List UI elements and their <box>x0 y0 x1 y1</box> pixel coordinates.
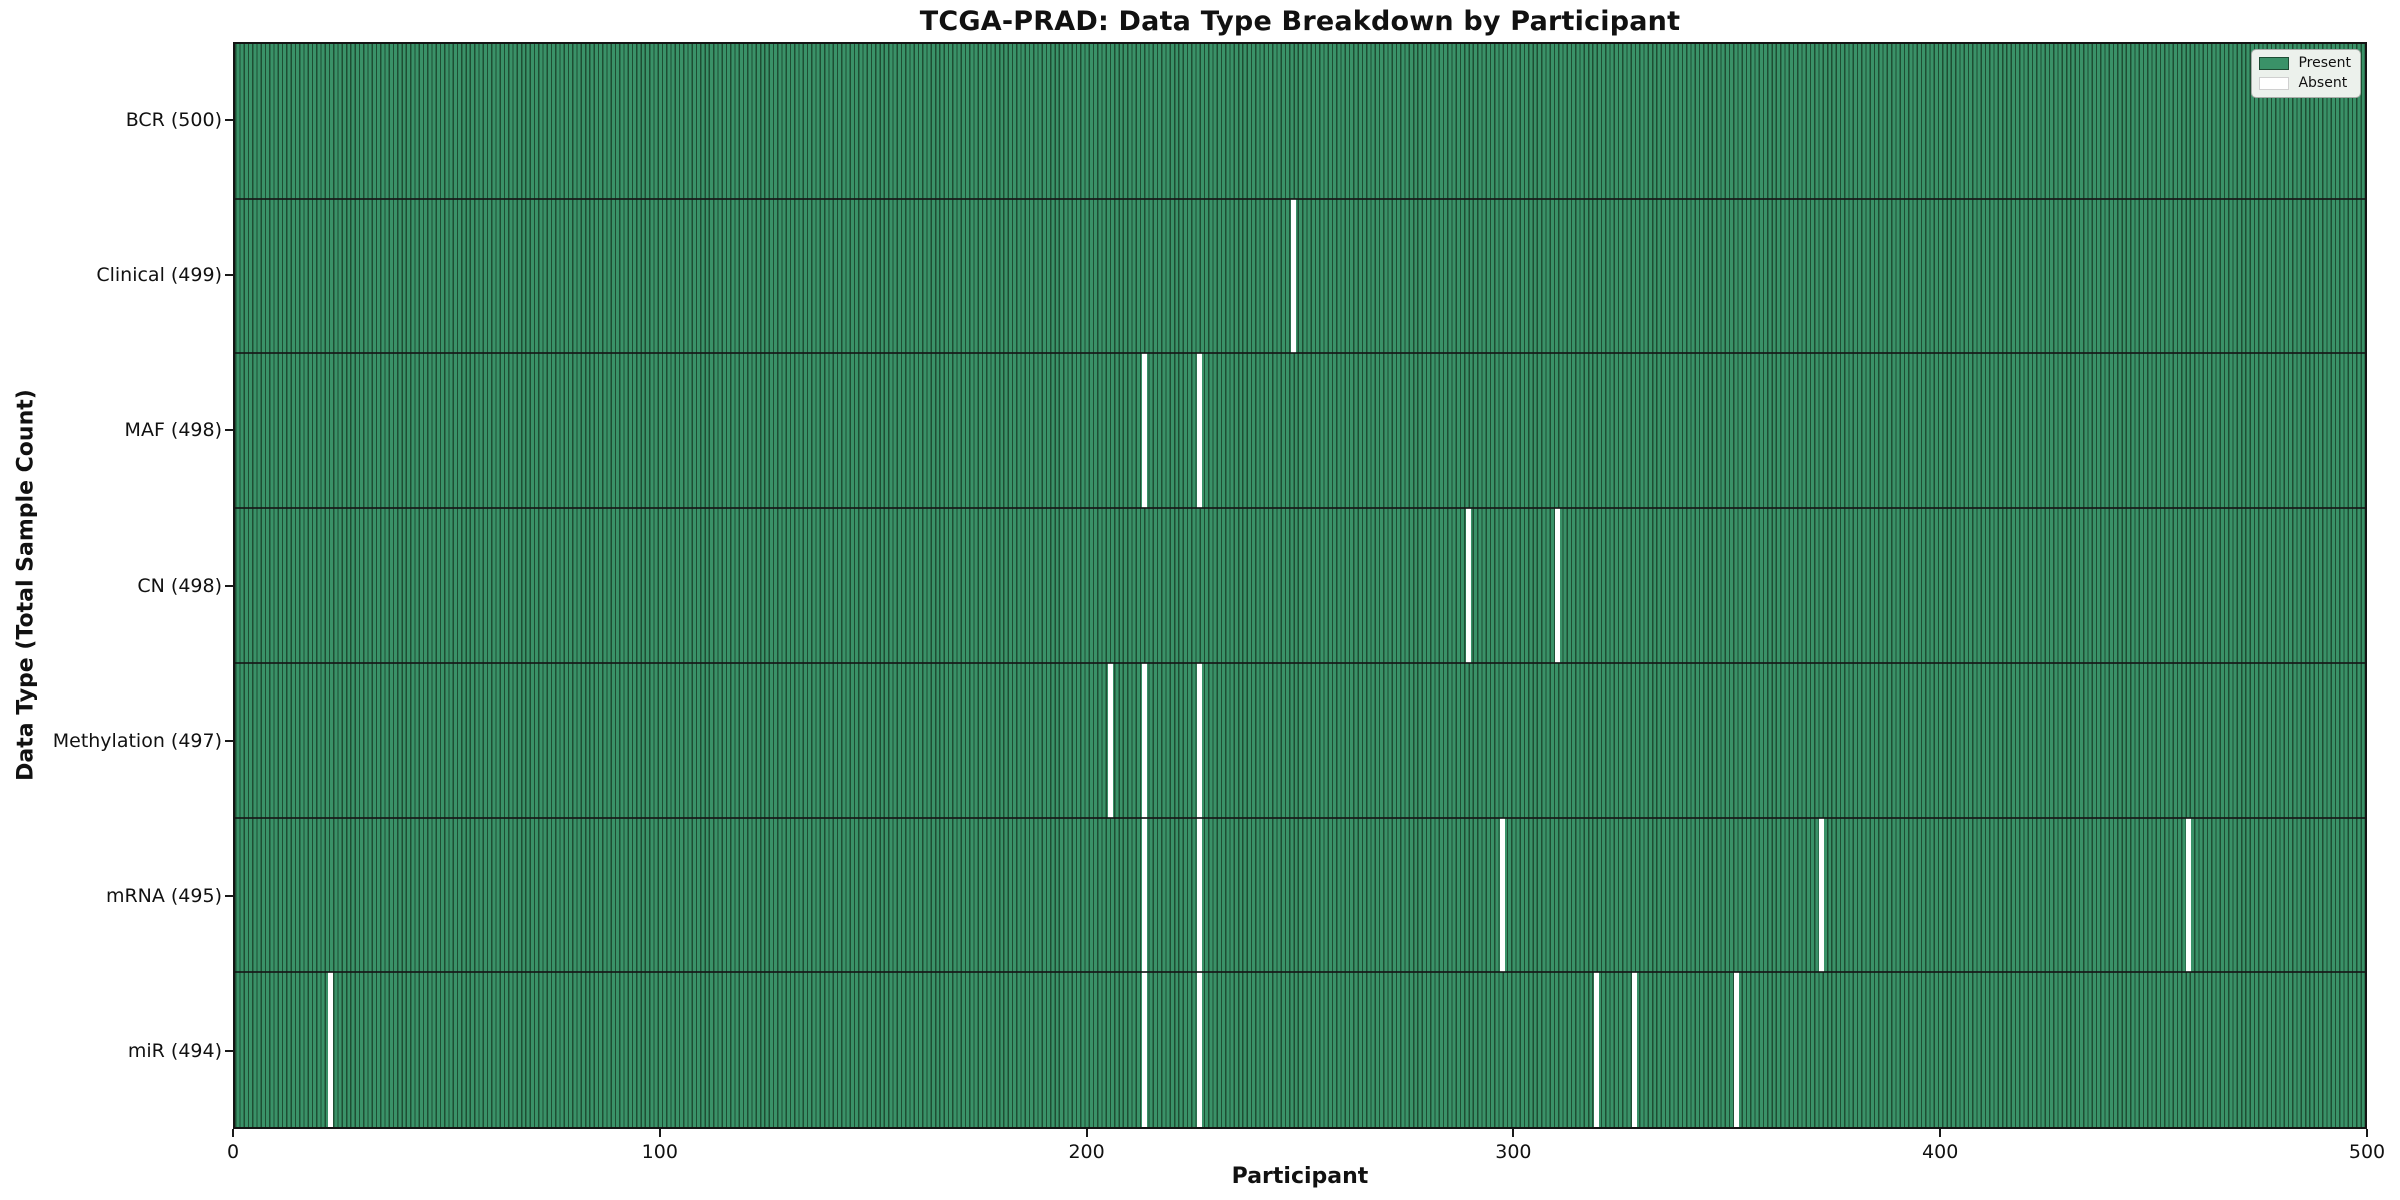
absent-mark <box>1197 662 1203 818</box>
x-tick-label: 500 <box>2348 1141 2386 1163</box>
chart-title: TCGA-PRAD: Data Type Breakdown by Partic… <box>919 6 1681 37</box>
present-swatch-icon <box>2259 56 2290 70</box>
y-tick-label: miR (494) <box>127 1040 222 1063</box>
row-separator <box>235 816 2365 819</box>
legend-item-absent: Absent <box>2259 75 2351 91</box>
y-tick-label: MAF (498) <box>124 419 222 442</box>
absent-mark <box>1631 972 1637 1127</box>
absent-mark <box>1734 972 1740 1127</box>
row-separator <box>235 661 2365 664</box>
y-tick-mark <box>225 429 233 432</box>
absent-mark <box>1197 972 1203 1127</box>
y-tick-mark <box>225 1050 233 1053</box>
y-tick-label: BCR (500) <box>125 108 222 131</box>
y-tick-mark <box>225 273 233 276</box>
y-tick-label: Clinical (499) <box>96 263 222 286</box>
x-tick-mark <box>1085 1129 1088 1137</box>
data-row-maf <box>235 353 2365 509</box>
absent-mark <box>1141 353 1147 509</box>
absent-mark <box>1107 662 1113 818</box>
y-tick-mark <box>225 118 233 121</box>
absent-mark <box>1465 508 1471 663</box>
row-separator <box>235 352 2365 355</box>
data-row-clinical <box>235 198 2365 354</box>
y-tick-mark <box>225 895 233 898</box>
row-separator <box>235 197 2365 200</box>
plot-area: Present Absent <box>233 42 2367 1129</box>
data-row-methylation <box>235 662 2365 818</box>
data-row-cn <box>235 508 2365 663</box>
x-tick-mark <box>1512 1129 1515 1137</box>
absent-mark <box>1141 817 1147 973</box>
x-tick-mark <box>1939 1129 1942 1137</box>
y-tick-mark <box>225 739 233 742</box>
legend-item-present: Present <box>2259 55 2351 71</box>
absent-mark <box>1593 972 1599 1127</box>
absent-mark <box>1291 198 1297 354</box>
absent-mark <box>1499 817 1505 973</box>
legend: Present Absent <box>2251 49 2361 98</box>
row-separator <box>235 971 2365 974</box>
x-tick-label: 0 <box>226 1141 240 1163</box>
row-separator <box>235 507 2365 510</box>
x-tick-label: 400 <box>1922 1141 1959 1163</box>
x-tick-label: 200 <box>1068 1141 1105 1163</box>
absent-swatch-icon <box>2259 76 2290 90</box>
y-tick-label: Methylation (497) <box>52 729 222 752</box>
data-row-mrna <box>235 817 2365 973</box>
absent-mark <box>2185 817 2191 973</box>
x-tick-label: 300 <box>1495 1141 1532 1163</box>
absent-mark <box>1555 508 1561 663</box>
y-tick-label: CN (498) <box>137 574 222 597</box>
x-tick-mark <box>232 1129 234 1137</box>
y-tick-mark <box>225 584 233 587</box>
data-row-bcr <box>235 44 2365 199</box>
legend-label-absent: Absent <box>2298 75 2348 91</box>
x-tick-mark <box>2366 1129 2368 1137</box>
x-tick-label: 100 <box>641 1141 678 1163</box>
absent-mark <box>1141 662 1147 818</box>
x-tick-mark <box>658 1129 661 1137</box>
legend-label-present: Present <box>2298 55 2351 71</box>
x-axis-title: Participant <box>1231 1164 1369 1189</box>
data-row-mir <box>235 972 2365 1127</box>
absent-mark <box>1141 972 1147 1127</box>
absent-mark <box>1819 817 1825 973</box>
absent-mark <box>1197 817 1203 973</box>
absent-mark <box>328 972 334 1127</box>
y-tick-label: mRNA (495) <box>105 885 222 908</box>
absent-mark <box>1197 353 1203 509</box>
